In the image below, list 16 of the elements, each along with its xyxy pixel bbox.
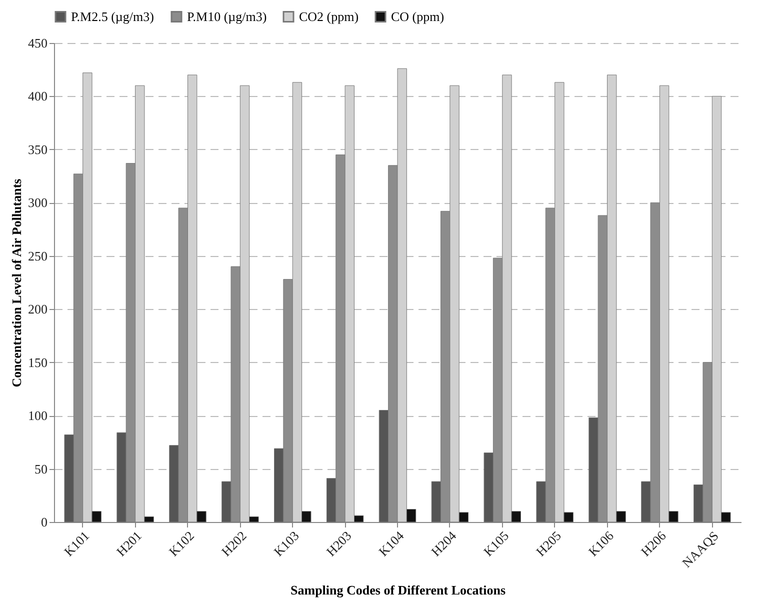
y-tick-label: 250	[28, 248, 48, 264]
legend-label: P.M10 (µg/m3)	[187, 8, 267, 24]
y-tick-label: 50	[34, 461, 48, 476]
y-tick-label: 300	[28, 195, 48, 210]
legend-label: P.M2.5 (µg/m3)	[71, 8, 154, 24]
y-tick-label: 400	[28, 88, 48, 104]
y-tick-label: 0	[41, 514, 48, 530]
y-tick-label: 100	[28, 408, 48, 424]
y-tick-label: 150	[28, 354, 48, 370]
y-tick-label: 200	[28, 302, 48, 317]
legend-label: CO (ppm)	[391, 8, 444, 24]
legend-label: CO2 (ppm)	[299, 8, 359, 24]
y-tick-label: 450	[28, 36, 48, 50]
x-axis-title: Sampling Codes of Different Locations	[290, 582, 506, 598]
y-tick-label: 350	[28, 142, 48, 157]
y-axis-title: Concentration Level of Air Pollutants	[9, 178, 24, 388]
